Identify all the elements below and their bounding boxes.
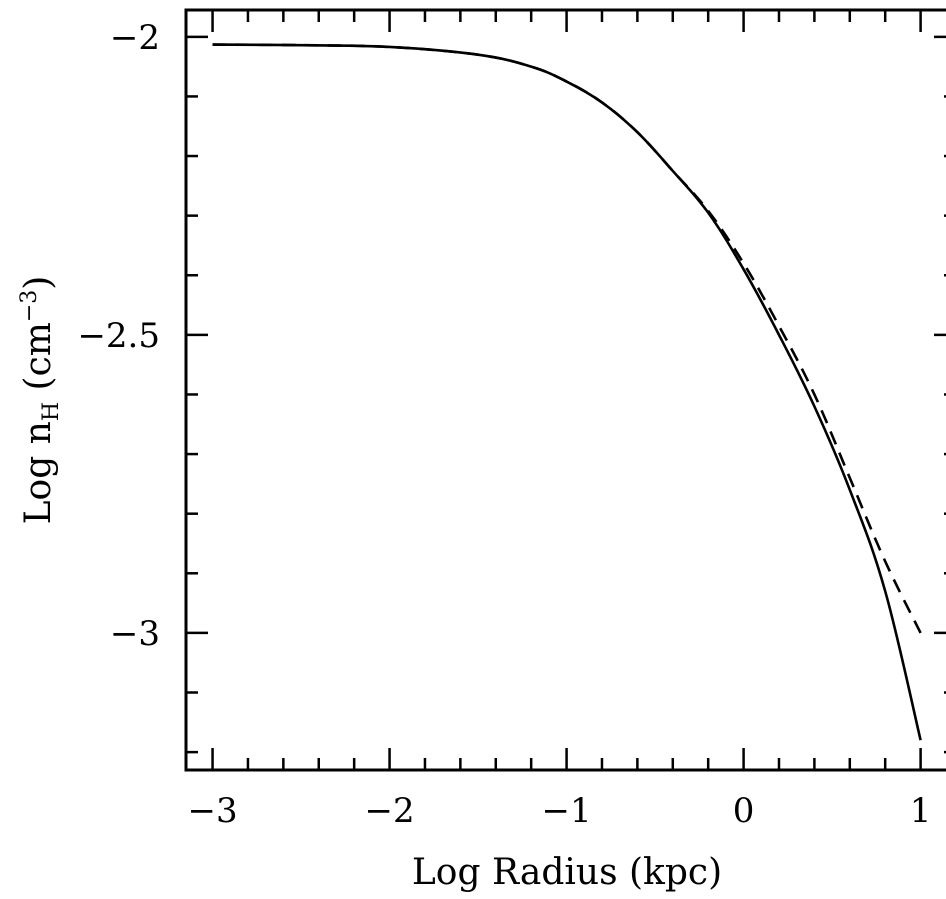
y-axis-title-unit-close: ) <box>18 276 59 290</box>
dashed-series-line <box>212 43 922 634</box>
y-axis-title-prefix: Log n <box>18 421 59 524</box>
x-tick-label: 0 <box>733 791 755 831</box>
y-tick-label: −2 <box>110 18 160 58</box>
y-tick-labels: −2 −2.5 −3 <box>77 18 160 654</box>
y-axis-title: Log nH (cm−3) <box>17 276 64 525</box>
y-tick-label: −2.5 <box>77 316 160 356</box>
x-axis-title: Log Radius (kpc) <box>412 852 722 893</box>
y-tick-label: −3 <box>110 614 160 654</box>
y-axis-title-unit-open: (cm <box>18 322 59 402</box>
y-axis-title-subscript: H <box>39 402 64 421</box>
x-tick-labels: −3 −2 −1 0 1 <box>187 791 931 831</box>
y-axis-title-superscript: −3 <box>17 290 42 322</box>
x-tick-label: 1 <box>910 791 932 831</box>
plot-frame <box>184 8 946 772</box>
series-layer <box>212 43 922 741</box>
tick-marks <box>186 10 946 770</box>
x-tick-label: −2 <box>365 791 415 831</box>
x-tick-label: −3 <box>187 791 237 831</box>
x-tick-label: −1 <box>542 791 592 831</box>
